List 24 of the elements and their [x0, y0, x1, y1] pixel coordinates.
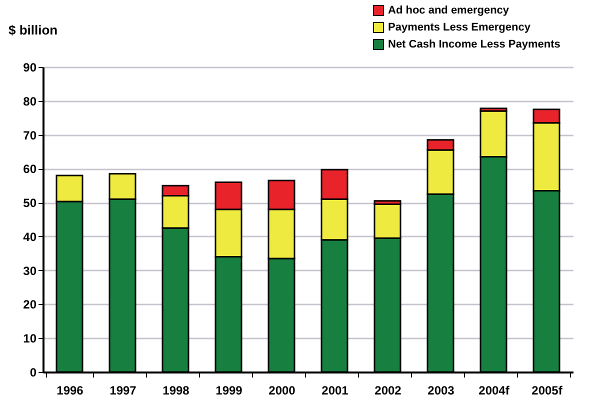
x-tick-label: 1999 [216, 384, 243, 398]
x-tick-label: 1998 [162, 384, 190, 398]
y-tick-label: 80 [23, 94, 37, 108]
x-tick-label: 1996 [56, 384, 84, 398]
y-axis-title: $ billion [8, 22, 58, 38]
x-tick-label: 2002 [374, 384, 402, 398]
y-tick-label: 70 [23, 128, 37, 142]
x-tick-label: 2000 [268, 384, 296, 398]
x-tick-label: 1997 [110, 384, 137, 398]
y-tick-label: 0 [30, 366, 37, 380]
x-tick-label: 2005f [532, 384, 564, 398]
y-tick-label: 30 [23, 264, 37, 278]
x-tick-label: 2004f [478, 384, 510, 398]
x-tick-label: 2003 [428, 384, 455, 398]
y-tick-label: 60 [23, 162, 37, 176]
legend-label: Net Cash Income Less Payments [388, 38, 560, 50]
y-tick-label: 90 [23, 60, 37, 74]
y-tick-label: 10 [23, 332, 37, 346]
legend-label: Payments Less Emergency [388, 22, 532, 34]
y-tick-label: 50 [23, 196, 37, 210]
legend-label: Ad hoc and emergency [388, 4, 510, 16]
x-tick-label: 2001 [322, 384, 349, 398]
y-tick-label: 20 [23, 298, 37, 312]
y-tick-label: 40 [23, 230, 37, 244]
